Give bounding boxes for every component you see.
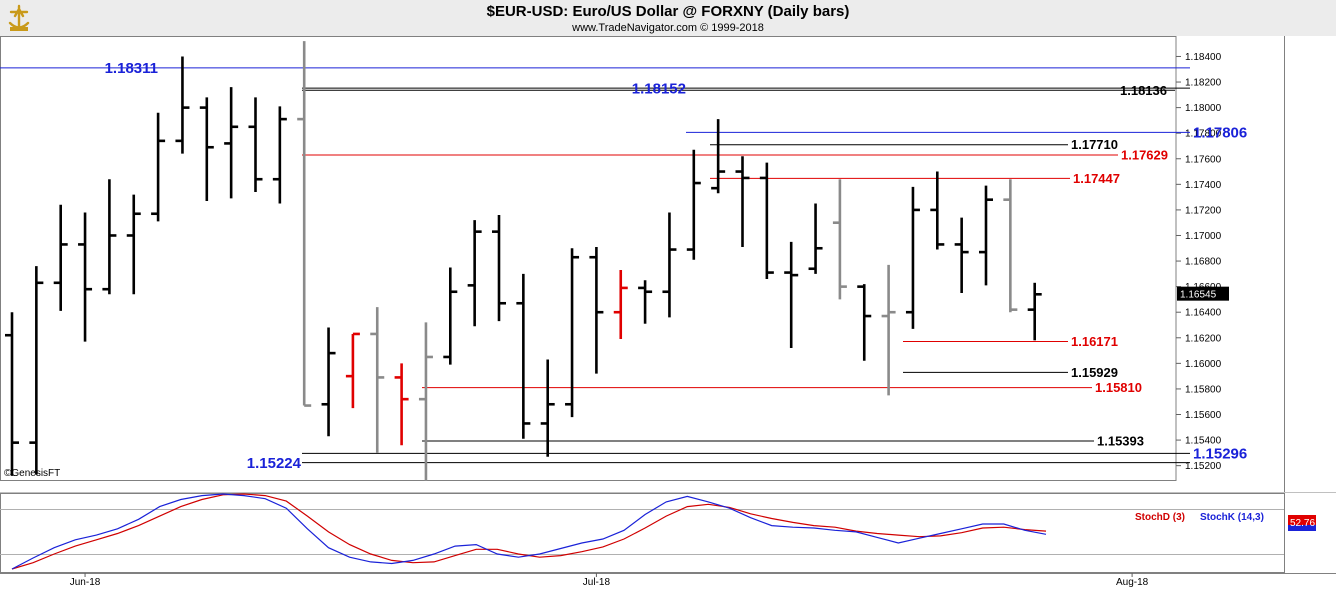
ohlc-bar bbox=[1003, 179, 1018, 313]
y-tick-label: 1.15600 bbox=[1185, 410, 1222, 421]
y-tick-label: 1.17000 bbox=[1185, 231, 1222, 242]
level-label-8: 1.15929 bbox=[1071, 365, 1118, 380]
chart-subtitle: www.TradeNavigator.com © 1999-2018 bbox=[572, 22, 764, 34]
level-label-11: 1.15296 bbox=[1193, 446, 1247, 463]
y-tick-label: 1.18400 bbox=[1185, 52, 1222, 63]
level-label-4: 1.17710 bbox=[1071, 137, 1118, 152]
legend-stochd: StochD (3) bbox=[1135, 512, 1185, 523]
y-tick-label: 1.15200 bbox=[1185, 461, 1222, 472]
y-tick-label: 1.15800 bbox=[1185, 384, 1222, 395]
ohlc-bar bbox=[808, 203, 823, 274]
ohlc-bar bbox=[1027, 282, 1042, 341]
ohlc-bar bbox=[735, 156, 750, 247]
y-tick-label: 1.17200 bbox=[1185, 205, 1222, 216]
ohlc-bar bbox=[686, 149, 701, 260]
ohlc-bar bbox=[467, 220, 482, 327]
ohlc-bar bbox=[540, 359, 555, 457]
y-tick-label: 1.16800 bbox=[1185, 257, 1222, 268]
last-price-label: 1.16545 bbox=[1180, 290, 1217, 301]
ohlc-bar bbox=[321, 327, 336, 437]
stoch-value-badge-k bbox=[1288, 525, 1316, 531]
y-tick-label: 1.18000 bbox=[1185, 103, 1222, 114]
ohlc-bar bbox=[175, 56, 190, 154]
watermark: ©GenesisFT bbox=[4, 468, 60, 479]
ohlc-bar bbox=[199, 97, 214, 201]
y-tick-label: 1.17600 bbox=[1185, 154, 1222, 165]
ohlc-bar bbox=[272, 106, 287, 204]
ohlc-bar bbox=[832, 179, 847, 300]
y-tick-label: 1.16200 bbox=[1185, 333, 1222, 344]
level-label-7: 1.16171 bbox=[1071, 334, 1118, 349]
ohlc-bar bbox=[905, 186, 920, 329]
level-label-10: 1.15393 bbox=[1097, 434, 1144, 449]
level-label-6: 1.17447 bbox=[1073, 171, 1120, 186]
ohlc-bar bbox=[370, 307, 385, 453]
stochk-line bbox=[11, 493, 1047, 570]
level-label-12: 1.15224 bbox=[247, 455, 302, 472]
x-tick-label: Aug-18 bbox=[1116, 577, 1149, 588]
ohlc-bar bbox=[930, 171, 945, 250]
y-tick-label: 1.16000 bbox=[1185, 359, 1222, 370]
ohlc-bar bbox=[979, 185, 993, 286]
genesis-logo-icon bbox=[8, 4, 30, 31]
price-chart: 1.15200 1.15400 1.15600 1.15800 1.16000 1.162… bbox=[0, 36, 1336, 591]
y-tick-label: 1.18200 bbox=[1185, 78, 1222, 89]
legend-stochk: StochK (14,3) bbox=[1200, 512, 1264, 523]
chart-header: $EUR-USD: Euro/US Dollar @ FORXNY (Daily… bbox=[0, 0, 1336, 36]
ohlc-bar bbox=[954, 217, 969, 294]
ohlc-bar bbox=[53, 204, 68, 311]
ohlc-bar bbox=[5, 312, 19, 476]
ohlc-bar bbox=[516, 273, 531, 439]
x-tick-label: Jun-18 bbox=[70, 577, 101, 588]
ohlc-bar bbox=[345, 332, 360, 409]
ohlc-bar bbox=[492, 215, 506, 322]
ohlc-bar bbox=[857, 284, 872, 361]
ohlc-bar bbox=[589, 246, 604, 374]
stoch-last-value: 52.76 bbox=[1290, 518, 1315, 529]
level-label-5: 1.17629 bbox=[1121, 148, 1168, 163]
ohlc-bar bbox=[78, 212, 93, 342]
ohlc-bar bbox=[759, 162, 774, 279]
ohlc-bar bbox=[297, 41, 312, 407]
ohlc-bar bbox=[126, 194, 141, 295]
y-tick-label: 1.15400 bbox=[1185, 436, 1222, 447]
price-panel-frame bbox=[0, 36, 1177, 481]
ohlc-bar bbox=[881, 264, 896, 396]
x-tick-label: Jul-18 bbox=[583, 577, 611, 588]
ohlc-bar bbox=[662, 212, 677, 318]
chart-title: $EUR-USD: Euro/US Dollar @ FORXNY (Daily… bbox=[486, 3, 850, 20]
ohlc-bar bbox=[443, 267, 458, 365]
level-label-9: 1.15810 bbox=[1095, 380, 1142, 395]
ohlc-bar bbox=[394, 363, 409, 446]
ohlc-bar bbox=[711, 119, 726, 194]
ohlc-bar bbox=[784, 241, 799, 349]
level-label-2: 1.18136 bbox=[1120, 83, 1167, 98]
ohlc-bar bbox=[102, 179, 117, 295]
last-price-badge bbox=[1177, 286, 1229, 301]
ohlc-bar bbox=[418, 322, 433, 481]
ohlc-bar bbox=[29, 266, 44, 475]
ohlc-bar bbox=[224, 87, 239, 199]
ohlc-bar bbox=[613, 270, 628, 340]
ohlc-bar bbox=[248, 97, 263, 193]
ohlc-bar bbox=[565, 248, 580, 418]
y-tick-label: 1.16400 bbox=[1185, 308, 1222, 319]
level-label-0: 1.18311 bbox=[105, 60, 158, 77]
ohlc-bar bbox=[151, 112, 166, 222]
level-label-3: 1.17806 bbox=[1193, 125, 1247, 142]
ohlc-bar bbox=[638, 280, 653, 324]
y-tick-label: 1.17400 bbox=[1185, 180, 1222, 191]
level-label-1: 1.18152 bbox=[632, 80, 686, 97]
y-tick-label: 1.17800 bbox=[1185, 129, 1222, 140]
